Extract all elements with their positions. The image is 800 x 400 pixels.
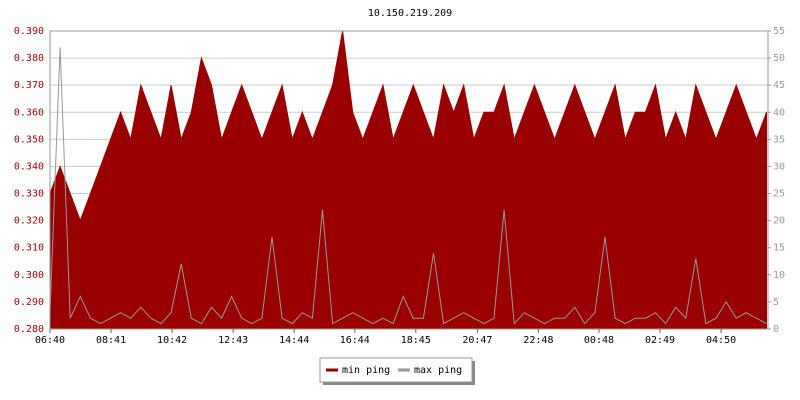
area [49, 30, 767, 330]
y2-tick-label: 10 [773, 270, 785, 281]
x-tick-label: 10:42 [157, 335, 187, 346]
x-tick-label: 02:49 [645, 335, 675, 346]
legend-label: min ping [342, 365, 390, 376]
y-tick-label: 0.380 [14, 53, 44, 64]
y-tick-label: 0.280 [14, 324, 44, 335]
y2-tick-label: 50 [773, 53, 785, 64]
x-tick-label: 12:43 [218, 335, 248, 346]
legend [319, 357, 473, 383]
x-tick-label: 16:44 [340, 335, 370, 346]
x-tick-label: 20:47 [462, 335, 492, 346]
y-tick-label: 0.390 [14, 26, 44, 37]
y-tick-label: 0.370 [14, 80, 44, 91]
y-tick-label: 0.340 [14, 161, 44, 172]
y2-tick-label: 30 [773, 161, 785, 172]
plot-frame [49, 30, 769, 330]
x-tick-label: 08:41 [96, 335, 126, 346]
x-tick-label: 22:48 [523, 335, 553, 346]
x-tick-label: 00:48 [584, 335, 614, 346]
y2-tick-label: 40 [773, 107, 785, 118]
y-tick-label: 0.360 [14, 107, 44, 118]
y-tick-label: 0.300 [14, 270, 44, 281]
legend-label: max ping [414, 365, 462, 376]
x-tick-label: 18:45 [401, 335, 431, 346]
y-tick-label: 0.320 [14, 216, 44, 227]
y2-tick-label: 20 [773, 216, 785, 227]
y2-tick-label: 5 [773, 297, 779, 308]
y2-tick-label: 25 [773, 189, 785, 200]
chart-title: 10.150.219.209 [368, 8, 452, 19]
y-tick-label: 0.290 [14, 297, 44, 308]
x-tick-label: 04:50 [706, 335, 736, 346]
x-tick-label: 06:40 [35, 335, 65, 346]
y-tick-label: 0.350 [14, 134, 44, 145]
y2-tick-label: 15 [773, 243, 785, 254]
y-tick-label: 0.330 [14, 189, 44, 200]
y2-tick-label: 0 [773, 324, 779, 335]
y2-tick-label: 45 [773, 80, 785, 91]
y2-tick-label: 55 [773, 26, 785, 37]
y-tick-label: 0.310 [14, 243, 44, 254]
x-tick-label: 14:44 [279, 335, 309, 346]
y2-tick-label: 35 [773, 134, 785, 145]
line [49, 47, 767, 325]
